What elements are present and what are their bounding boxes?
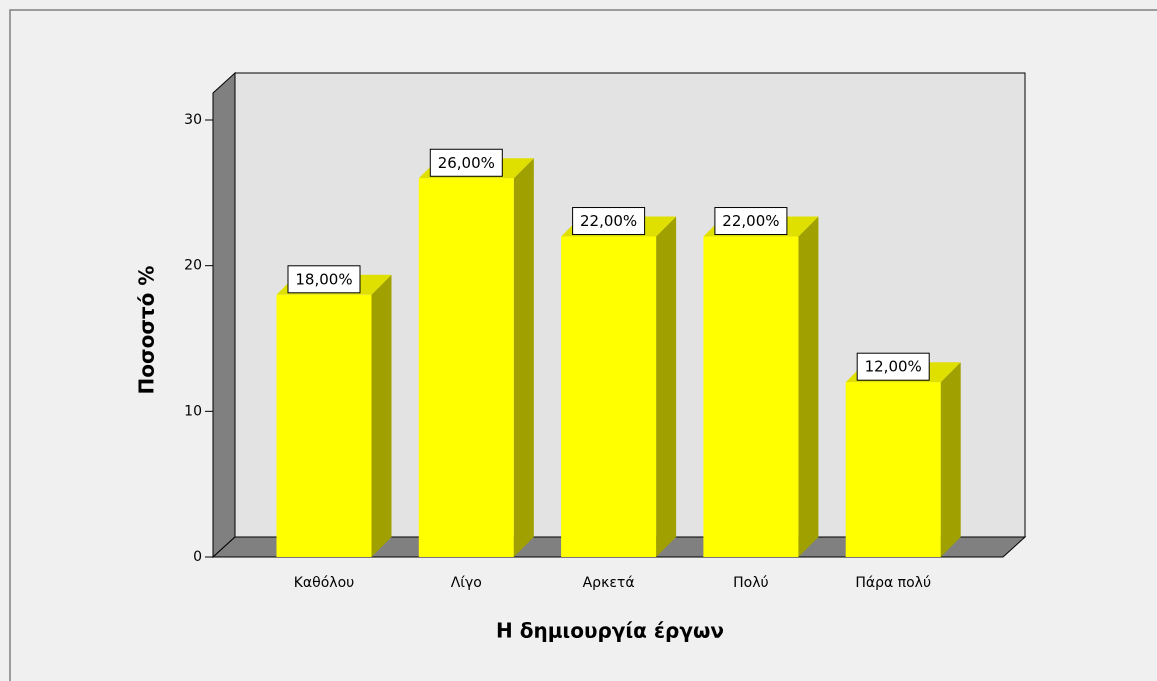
side-wall [212,71,236,559]
value-label-box [572,207,646,236]
value-label-box [287,265,361,294]
x-tick-label: Πολύ [733,575,768,591]
y-tick-label: 20 [184,258,202,274]
bar [703,236,799,558]
value-label: 12,00% [865,358,922,376]
bar [845,382,941,557]
bar [276,294,372,557]
bar-side [798,216,819,558]
x-tick-label: Αρκετά [583,575,635,591]
value-label: 18,00% [295,270,352,288]
y-axis-title: Ποσοστό % [135,266,159,395]
x-tick-label: Λίγο [451,575,482,591]
y-tick-label: 0 [193,549,202,565]
value-label-box [856,352,930,381]
x-tick-label: Πάρα πολύ [855,575,931,591]
value-label: 22,00% [722,212,779,230]
bar [561,236,657,558]
value-label-box [429,148,503,177]
value-label: 22,00% [580,212,637,230]
value-label-box [714,207,788,236]
bar-side [371,274,392,557]
bar-side [940,362,961,557]
frame [9,9,1157,681]
bar-side [513,158,534,557]
value-label: 26,00% [438,154,495,172]
x-tick-label: Καθόλου [294,575,355,591]
bar-side [656,216,677,558]
y-tick-label: 30 [184,112,202,128]
bar [418,178,514,557]
y-tick-label: 10 [184,403,202,419]
x-axis-title: Η δημιουργία έργων [496,619,724,643]
